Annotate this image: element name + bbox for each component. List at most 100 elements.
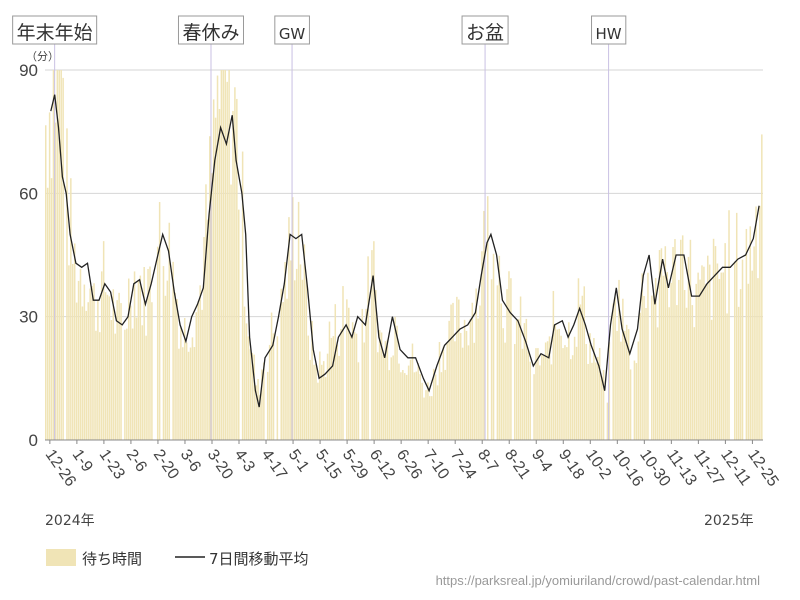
wait-bar xyxy=(361,308,364,440)
wait-bar xyxy=(282,302,284,440)
wait-bar xyxy=(541,354,543,440)
wait-bar xyxy=(126,328,128,440)
wait-bar xyxy=(315,363,317,440)
wait-bar xyxy=(195,312,198,440)
wait-bar xyxy=(166,280,169,440)
wait-bar xyxy=(286,298,288,440)
wait-bar xyxy=(475,288,477,440)
wait-bar xyxy=(595,362,597,440)
wait-bar xyxy=(234,87,236,440)
wait-bar xyxy=(348,307,350,440)
wait-bar xyxy=(450,304,452,440)
wait-bar xyxy=(228,70,230,440)
wait-bar xyxy=(415,371,418,440)
wait-bar xyxy=(622,298,624,440)
wait-bar xyxy=(83,284,86,440)
wait-bar xyxy=(342,286,344,440)
wait-bar xyxy=(307,335,310,440)
wait-bar xyxy=(380,332,383,440)
wait-bar xyxy=(569,359,572,440)
wait-bar xyxy=(135,317,138,440)
wait-bar xyxy=(431,396,433,440)
wait-bar xyxy=(753,246,755,440)
wait-bar xyxy=(726,313,728,440)
wait-bar xyxy=(330,337,333,440)
wait-bar xyxy=(396,325,398,440)
wait-bar xyxy=(581,295,584,440)
wait-bar xyxy=(544,342,547,440)
wait-bar xyxy=(498,255,501,440)
event-label-text: 春休み xyxy=(182,22,239,44)
wait-bar xyxy=(571,355,574,440)
legend-label-ma: 7日間移動平均 xyxy=(209,550,309,568)
wait-bar xyxy=(446,343,448,440)
wait-bar xyxy=(523,323,526,440)
wait-bar xyxy=(579,304,582,440)
wait-bar xyxy=(218,109,221,440)
event-label: 年末年始 xyxy=(12,15,98,45)
wait-bar xyxy=(452,302,454,440)
wait-bar xyxy=(506,289,508,440)
wait-bar xyxy=(293,280,296,440)
wait-bar xyxy=(145,335,147,440)
wait-bar xyxy=(701,265,703,440)
wait-time-bars xyxy=(45,70,763,441)
wait-bar xyxy=(647,272,649,440)
wait-bar xyxy=(606,402,609,440)
wait-bar xyxy=(662,275,665,440)
wait-bar xyxy=(625,324,628,440)
wait-bar xyxy=(207,219,209,440)
wait-bar xyxy=(608,342,611,440)
wait-bar xyxy=(591,362,593,440)
wait-bar xyxy=(749,226,751,440)
wait-bar xyxy=(290,260,292,440)
wait-bar xyxy=(533,374,535,440)
wait-bar xyxy=(556,329,558,440)
wait-bar xyxy=(687,256,690,440)
event-label-text: 年末年始 xyxy=(17,22,93,44)
wait-bar xyxy=(612,303,614,440)
y-tick-label: 90 xyxy=(19,61,38,80)
wait-bar xyxy=(525,318,528,440)
wait-bar xyxy=(463,319,466,440)
y-tick-label: 0 xyxy=(29,431,38,450)
wait-bar xyxy=(535,348,537,440)
wait-bar xyxy=(299,264,302,440)
x-tick-label: 12-25 xyxy=(744,447,781,490)
wait-bar xyxy=(168,222,171,440)
wait-bar xyxy=(562,348,564,440)
wait-bar xyxy=(185,342,188,440)
event-label-text: GW xyxy=(279,25,306,43)
wait-bar xyxy=(255,385,257,440)
wait-bar xyxy=(465,330,468,440)
wait-bar xyxy=(652,293,655,440)
wait-bar xyxy=(434,374,437,440)
wait-bar xyxy=(747,283,750,440)
wait-bar xyxy=(467,345,470,440)
wait-bar xyxy=(54,122,57,440)
wait-bar xyxy=(469,318,472,440)
wait-bar xyxy=(423,397,425,440)
wait-bar xyxy=(133,271,136,440)
wait-bar xyxy=(172,261,174,440)
wait-bar xyxy=(527,350,530,440)
wait-bar xyxy=(639,312,641,440)
wait-bar xyxy=(654,278,657,440)
wait-bar xyxy=(643,295,645,440)
wait-bar xyxy=(270,312,273,440)
wait-bar xyxy=(164,295,167,440)
wait-bar xyxy=(253,354,255,440)
wait-bar xyxy=(46,187,49,440)
wait-bar xyxy=(238,209,240,440)
wait-bar xyxy=(461,347,464,440)
wait-bar xyxy=(95,330,97,440)
wait-bar xyxy=(473,342,475,440)
wait-bar xyxy=(209,136,211,440)
wait-bar xyxy=(100,271,103,440)
wait-bar xyxy=(191,337,194,440)
wait-bar xyxy=(656,327,659,440)
wait-bar xyxy=(716,263,719,440)
wait-bar xyxy=(558,328,560,440)
wait-bar xyxy=(353,331,356,440)
wait-bar xyxy=(627,329,630,440)
